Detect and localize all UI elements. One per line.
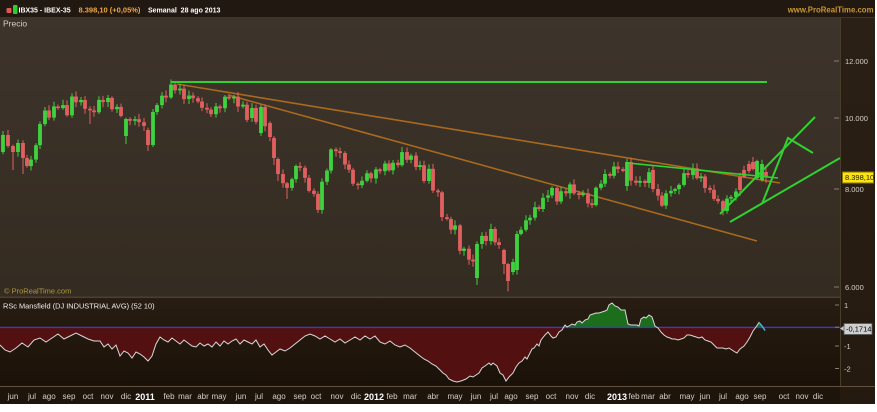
svg-text:jun: jun	[699, 392, 711, 401]
svg-text:dic: dic	[813, 392, 823, 401]
svg-text:Semanal 28 ago 2013: Semanal 28 ago 2013	[148, 8, 220, 15]
svg-text:12.000: 12.000	[845, 57, 868, 66]
svg-text:8.000: 8.000	[845, 185, 864, 194]
svg-text:sep: sep	[294, 392, 307, 401]
svg-text:2012: 2012	[364, 392, 384, 402]
svg-text:mar: mar	[178, 392, 192, 401]
svg-text:ago: ago	[735, 392, 749, 401]
svg-text:nov: nov	[796, 392, 809, 401]
svg-text:jun: jun	[470, 392, 482, 401]
svg-text:nov: nov	[566, 392, 579, 401]
svg-text:oct: oct	[83, 392, 94, 401]
svg-text:abr: abr	[659, 392, 671, 401]
svg-text:jul: jul	[27, 392, 36, 401]
svg-text:-1: -1	[844, 342, 851, 351]
svg-text:nov: nov	[101, 392, 114, 401]
svg-text:dic: dic	[585, 392, 595, 401]
svg-text:may: may	[447, 392, 462, 401]
svg-text:6.000: 6.000	[845, 283, 864, 292]
svg-text:jul: jul	[718, 392, 727, 401]
svg-text:abr: abr	[427, 392, 439, 401]
svg-text:IBX35 - IBEX-35: IBX35 - IBEX-35	[19, 8, 71, 15]
svg-text:sep: sep	[63, 392, 76, 401]
svg-text:© ProRealTime.com: © ProRealTime.com	[4, 287, 71, 296]
svg-text:-0,1714: -0,1714	[846, 325, 871, 334]
svg-text:jun: jun	[235, 392, 247, 401]
svg-text:feb: feb	[163, 392, 175, 401]
svg-text:feb: feb	[386, 392, 398, 401]
svg-text:8.398,10: 8.398,10	[845, 173, 874, 182]
svg-text:sep: sep	[526, 392, 539, 401]
svg-text:may: may	[211, 392, 226, 401]
svg-text:jul: jul	[254, 392, 263, 401]
svg-text:2013: 2013	[607, 392, 627, 402]
svg-text:ago: ago	[272, 392, 286, 401]
svg-text:ago: ago	[504, 392, 518, 401]
svg-text:10.000: 10.000	[845, 114, 868, 123]
svg-text:jul: jul	[489, 392, 498, 401]
svg-text:mar: mar	[641, 392, 655, 401]
svg-text:2011: 2011	[135, 392, 155, 402]
svg-text:www.ProRealTime.com: www.ProRealTime.com	[787, 6, 874, 15]
svg-text:1: 1	[844, 301, 848, 310]
svg-text:RSc Mansfield (DJ INDUSTRIAL A: RSc Mansfield (DJ INDUSTRIAL AVG) (52 10…	[3, 302, 155, 311]
svg-text:sep: sep	[754, 392, 767, 401]
svg-text:feb: feb	[628, 392, 640, 401]
svg-text:oct: oct	[546, 392, 557, 401]
svg-text:dic: dic	[351, 392, 361, 401]
svg-text:mar: mar	[403, 392, 417, 401]
svg-text:Precio: Precio	[3, 19, 27, 29]
svg-text:8.398,10 (+0,05%): 8.398,10 (+0,05%)	[79, 6, 141, 15]
svg-text:jun: jun	[7, 392, 19, 401]
svg-text:may: may	[679, 392, 694, 401]
svg-text:abr: abr	[197, 392, 209, 401]
svg-text:nov: nov	[331, 392, 344, 401]
svg-text:dic: dic	[121, 392, 131, 401]
svg-text:oct: oct	[779, 392, 790, 401]
svg-text:ago: ago	[42, 392, 56, 401]
svg-text:oct: oct	[311, 392, 322, 401]
svg-text:-2: -2	[844, 365, 851, 374]
